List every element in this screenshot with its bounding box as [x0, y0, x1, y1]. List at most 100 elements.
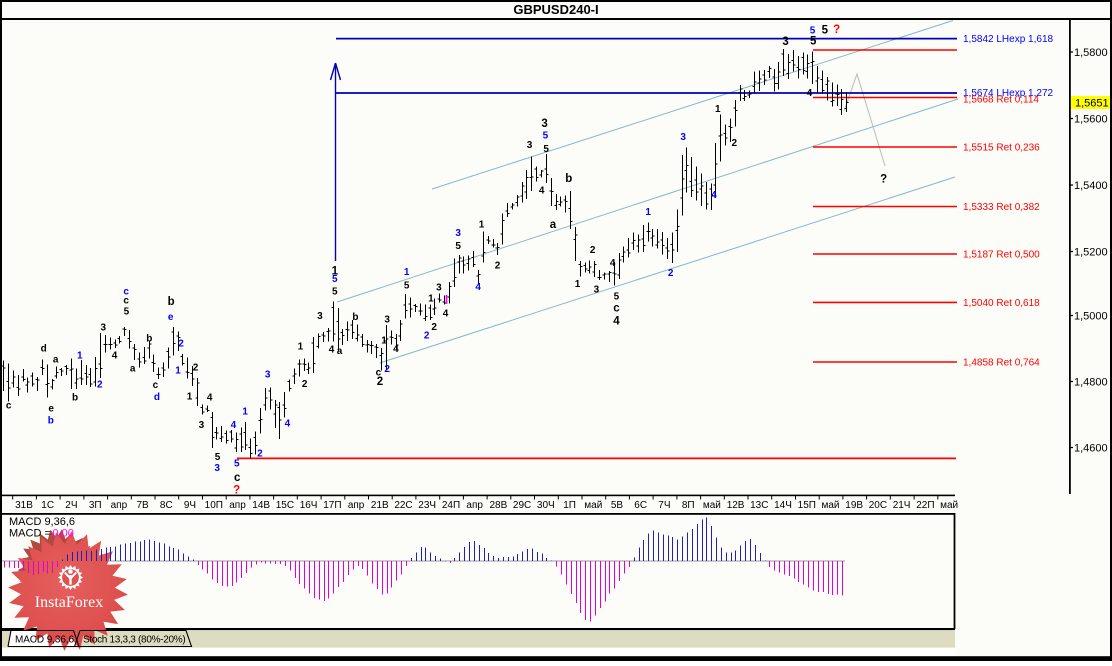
- svg-text:MACD =: MACD =: [9, 528, 51, 540]
- svg-text:a: a: [337, 346, 343, 357]
- svg-text:5: 5: [124, 307, 130, 318]
- svg-text:1,4600: 1,4600: [1074, 443, 1108, 455]
- svg-text:5В: 5В: [611, 500, 624, 511]
- svg-text:2: 2: [97, 380, 103, 391]
- svg-text:1: 1: [77, 351, 83, 362]
- svg-text:17П: 17П: [323, 500, 341, 511]
- svg-text:4: 4: [393, 344, 399, 355]
- svg-text:2: 2: [590, 245, 596, 256]
- svg-text:3: 3: [199, 420, 205, 431]
- svg-text:май: май: [703, 500, 721, 511]
- svg-text:5: 5: [332, 286, 338, 297]
- svg-text:4: 4: [475, 282, 481, 293]
- svg-text:14Ч: 14Ч: [774, 500, 792, 511]
- svg-text:1П: 1П: [563, 500, 576, 511]
- svg-text:4: 4: [207, 393, 213, 404]
- svg-text:1С: 1С: [41, 500, 54, 511]
- svg-text:3: 3: [455, 228, 461, 239]
- svg-text:d: d: [41, 344, 47, 355]
- svg-text:e: e: [168, 312, 174, 323]
- svg-text:5: 5: [543, 130, 549, 141]
- svg-text:30Ч: 30Ч: [537, 500, 555, 511]
- svg-text:0,00: 0,00: [53, 528, 74, 540]
- svg-text:1: 1: [381, 335, 387, 346]
- svg-text:1,5040 Ret 0,618: 1,5040 Ret 0,618: [963, 298, 1040, 309]
- svg-text:5: 5: [404, 280, 410, 291]
- svg-text:1,5651: 1,5651: [1075, 98, 1109, 110]
- svg-text:1,5515 Ret 0,236: 1,5515 Ret 0,236: [963, 143, 1040, 154]
- svg-text:2: 2: [431, 322, 437, 333]
- svg-text:4: 4: [807, 88, 813, 99]
- svg-text:3: 3: [265, 370, 271, 381]
- svg-text:3: 3: [101, 323, 107, 334]
- svg-text:c: c: [6, 401, 12, 412]
- svg-text:c: c: [123, 287, 129, 298]
- svg-text:1,5668 Ret 0,114: 1,5668 Ret 0,114: [963, 95, 1039, 106]
- svg-text:2: 2: [178, 339, 184, 350]
- svg-text:21В: 21В: [371, 500, 389, 511]
- svg-text:5: 5: [332, 274, 338, 285]
- svg-text:1,5200: 1,5200: [1074, 247, 1108, 259]
- svg-text:апр: апр: [348, 500, 365, 511]
- svg-text:2: 2: [377, 376, 383, 388]
- svg-text:3: 3: [594, 285, 600, 296]
- svg-text:12В: 12В: [727, 500, 745, 511]
- svg-text:4: 4: [112, 351, 118, 362]
- svg-text:b: b: [565, 173, 572, 185]
- svg-text:31В: 31В: [15, 500, 33, 511]
- svg-text:e: e: [48, 404, 54, 415]
- svg-text:1: 1: [715, 104, 721, 115]
- svg-text:14В: 14В: [252, 500, 270, 511]
- svg-text:29С: 29С: [513, 500, 531, 511]
- svg-text:2: 2: [193, 363, 199, 374]
- svg-text:1: 1: [187, 392, 193, 403]
- svg-text:2: 2: [732, 138, 738, 149]
- svg-text:19В: 19В: [845, 500, 863, 511]
- svg-text:15С: 15С: [276, 500, 294, 511]
- svg-text:1,5842 LHexp 1,618: 1,5842 LHexp 1,618: [963, 34, 1054, 45]
- svg-text:b: b: [48, 416, 54, 427]
- svg-text:4: 4: [711, 190, 717, 201]
- svg-text:7В: 7В: [136, 500, 149, 511]
- svg-text:d: d: [154, 392, 160, 403]
- svg-text:3: 3: [317, 311, 323, 322]
- svg-text:c: c: [153, 380, 159, 391]
- svg-text:3: 3: [384, 315, 390, 326]
- svg-text:9Ч: 9Ч: [184, 500, 196, 511]
- svg-text:13С: 13С: [750, 500, 768, 511]
- svg-text:2Ч: 2Ч: [65, 500, 77, 511]
- svg-text:7Ч: 7Ч: [658, 500, 670, 511]
- svg-text:20С: 20С: [869, 500, 887, 511]
- svg-text:апр: апр: [229, 500, 246, 511]
- svg-text:1: 1: [298, 341, 304, 352]
- svg-text:5: 5: [215, 452, 221, 463]
- svg-text:4: 4: [231, 420, 237, 431]
- svg-text:8С: 8С: [160, 500, 173, 511]
- svg-text:a: a: [53, 355, 59, 366]
- svg-text:3: 3: [680, 132, 686, 143]
- svg-text:3: 3: [527, 140, 533, 151]
- svg-text:c: c: [376, 368, 382, 379]
- svg-text:c: c: [234, 472, 241, 484]
- svg-text:MACD 9,36,6: MACD 9,36,6: [9, 516, 75, 528]
- svg-text:5: 5: [543, 144, 549, 155]
- svg-text:2: 2: [257, 448, 263, 459]
- svg-text:2: 2: [495, 260, 501, 271]
- svg-text:май: май: [940, 500, 958, 511]
- svg-text:3: 3: [541, 118, 547, 130]
- svg-text:4: 4: [613, 316, 620, 328]
- svg-text:?: ?: [833, 24, 840, 36]
- svg-text:24П: 24П: [442, 500, 460, 511]
- svg-text:b: b: [352, 312, 358, 323]
- svg-text:апр: апр: [466, 500, 483, 511]
- svg-text:a: a: [130, 364, 136, 375]
- svg-text:1,5333 Ret 0,382: 1,5333 Ret 0,382: [963, 202, 1040, 213]
- svg-text:1: 1: [575, 279, 581, 290]
- svg-text:8П: 8П: [682, 500, 695, 511]
- svg-text:2: 2: [384, 364, 390, 375]
- svg-text:b: b: [146, 334, 152, 345]
- svg-text:1: 1: [175, 366, 181, 377]
- svg-text:MACD 9,36,6: MACD 9,36,6: [15, 635, 74, 646]
- svg-text:InstaForex: InstaForex: [35, 594, 103, 611]
- svg-text:апр: апр: [111, 500, 128, 511]
